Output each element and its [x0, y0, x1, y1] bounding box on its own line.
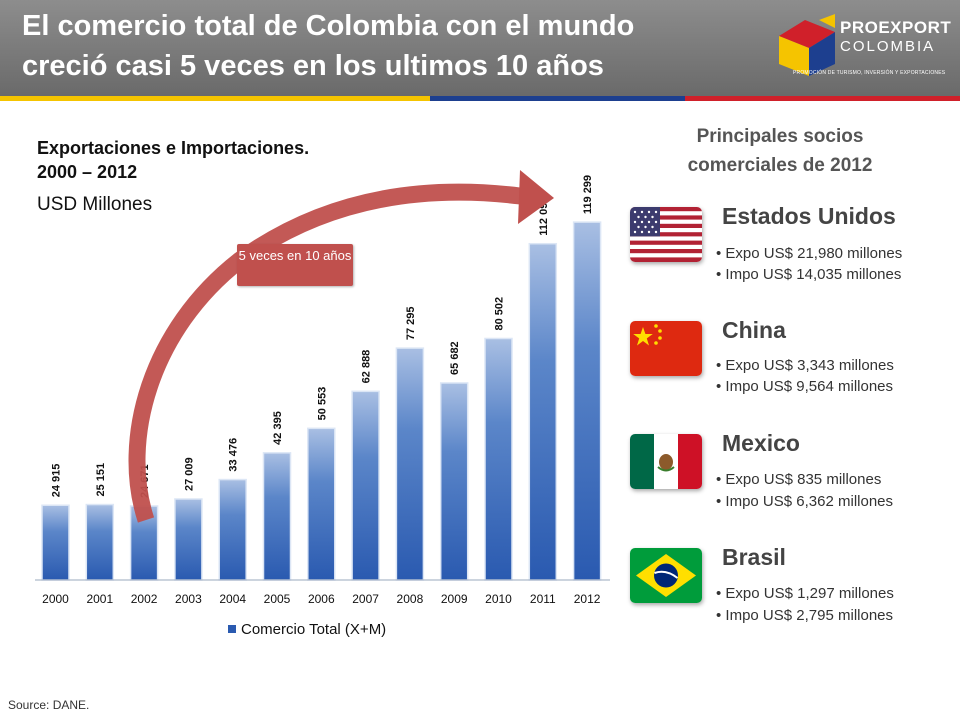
page-title: El comercio total de Colombia con el mun… — [22, 6, 722, 86]
brazil-flag-icon — [630, 548, 702, 603]
bar-2004 — [218, 478, 247, 581]
logo-text-proexport: PROEXPORT — [840, 18, 952, 37]
partners-title-line-2: comerciales de 2012 — [687, 155, 873, 176]
partners-title: Principales socios comerciales de 2012 — [640, 122, 920, 180]
growth-arrow-head — [518, 170, 554, 224]
bar-2009 — [439, 382, 469, 581]
mexico-flag-icon — [630, 434, 702, 489]
logo-text-colombia: COLOMBIA — [840, 38, 936, 55]
x-tick-label: 2000 — [42, 592, 69, 606]
chart-period: 2000 – 2012 — [37, 162, 138, 182]
x-tick-label: 2010 — [485, 592, 512, 606]
value-label: 65 682 — [449, 341, 461, 375]
partner-expo-usa: • Expo US$ 21,980 millones — [716, 245, 903, 262]
partner-expo-china: • Expo US$ 3,343 millones — [716, 357, 894, 374]
bar-2007 — [351, 390, 380, 581]
bar-2005 — [262, 452, 292, 581]
trade-bar-chart: 2000 2001 2002 2003 2004 2005 2006 2007 2008 2009… — [35, 170, 610, 638]
value-label: 62 888 — [361, 350, 373, 384]
partner-expo-brasil: • Expo US$ 1,297 millones — [716, 585, 894, 602]
partner-name-mexico: Mexico — [722, 430, 800, 456]
value-label: 50 553 — [316, 387, 328, 421]
partner-name-china: China — [722, 317, 786, 343]
partner-impo-usa: • Impo US$ 14,035 millones — [716, 266, 902, 283]
value-label: 77 295 — [405, 306, 417, 340]
bar-2003 — [174, 498, 203, 581]
usa-flag-icon — [630, 207, 702, 262]
x-tick-label: 2006 — [308, 592, 335, 606]
logo-subtitle: PROMOCIÓN DE TURISMO, INVERSIÓN Y EXPORT… — [793, 70, 946, 76]
china-flag-icon — [630, 321, 702, 376]
chart-unit: USD Millones — [37, 194, 153, 215]
value-label: 24 915 — [51, 464, 63, 498]
title-line-1: El comercio total de Colombia con el mun… — [22, 10, 635, 42]
proexport-logo-icon — [779, 14, 835, 76]
legend-swatch — [228, 625, 236, 633]
partner-name-brasil: Brasil — [722, 544, 786, 570]
partner-expo-mexico: • Expo US$ 835 millones — [716, 471, 882, 488]
source-note: Source: DANE. — [8, 698, 90, 712]
chart-title: Exportaciones e Importaciones. — [37, 138, 310, 158]
stripe-yellow — [0, 96, 430, 101]
value-label: 25 151 — [95, 463, 107, 497]
stripe-red — [685, 96, 960, 101]
partners-title-line-1: Principales socios — [696, 126, 864, 147]
title-line-2: creció casi 5 veces en los ultimos 10 añ… — [22, 50, 604, 82]
value-label: 33 476 — [228, 438, 240, 472]
value-label: 42 395 — [272, 411, 284, 445]
x-tick-label: 2009 — [441, 592, 468, 606]
x-tick-label: 2002 — [131, 592, 158, 606]
value-label: 27 009 — [183, 457, 195, 491]
bar-2011 — [528, 242, 558, 581]
x-tick-label: 2007 — [352, 592, 379, 606]
growth-callout: 5 veces en 10 años — [237, 244, 353, 286]
partner-impo-mexico: • Impo US$ 6,362 millones — [716, 493, 894, 510]
partner-name-usa: Estados Unidos — [722, 203, 896, 229]
bar-2000 — [41, 504, 70, 581]
x-tick-label: 2008 — [397, 592, 424, 606]
bar-2006 — [307, 427, 336, 581]
value-label: 119 299 — [582, 175, 594, 214]
x-tick-label: 2012 — [574, 592, 601, 606]
value-label: 80 502 — [494, 297, 506, 331]
x-tick-label: 2004 — [219, 592, 246, 606]
partner-impo-brasil: • Impo US$ 2,795 millones — [716, 607, 894, 624]
x-tick-label: 2005 — [264, 592, 291, 606]
bar-2008 — [395, 347, 425, 581]
bar-2012 — [572, 221, 602, 581]
partner-impo-china: • Impo US$ 9,564 millones — [716, 378, 894, 395]
stripe-blue — [430, 96, 685, 101]
x-tick-label: 2011 — [530, 592, 556, 606]
bar-2010 — [484, 337, 513, 581]
legend-label: Comercio Total (X+M) — [241, 621, 386, 638]
x-tick-label: 2001 — [86, 592, 113, 606]
bar-2001 — [85, 503, 115, 581]
x-tick-label: 2003 — [175, 592, 202, 606]
